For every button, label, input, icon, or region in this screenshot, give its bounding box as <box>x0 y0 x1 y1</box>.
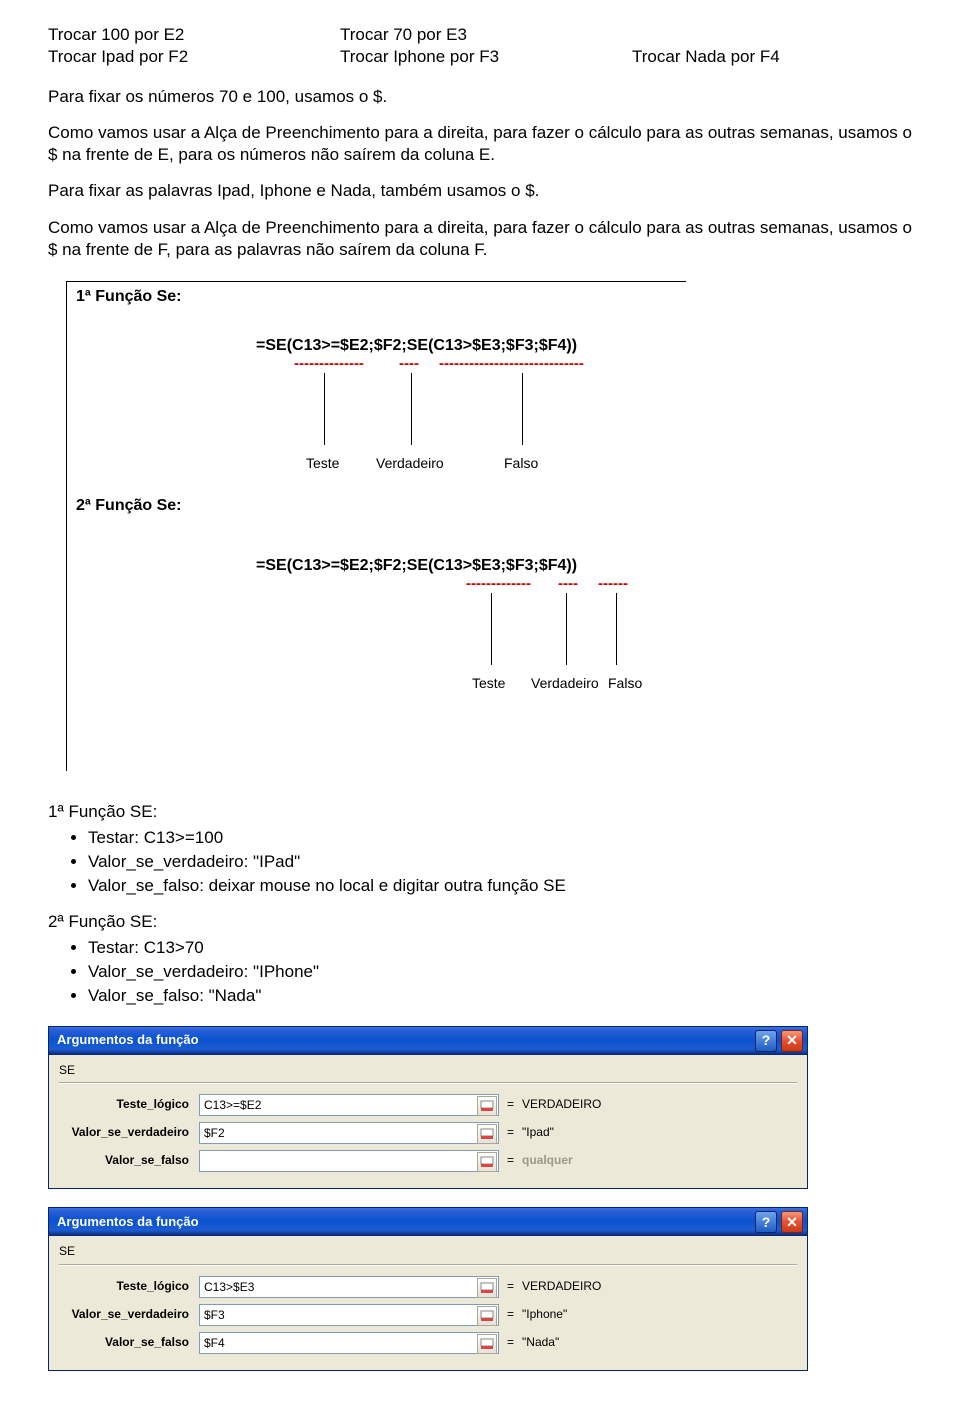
field-input-wrap <box>199 1122 499 1144</box>
se1-block: 1ª Função SE: Testar: C13>=100 Valor_se_… <box>48 801 912 897</box>
field-label: Teste_lógico <box>59 1097 199 1113</box>
field-result: VERDADEIRO <box>522 1097 601 1113</box>
intro-cell: Trocar Iphone por F3 <box>340 46 620 68</box>
dialog-title: Argumentos da função <box>57 1214 751 1231</box>
se2-block: 2ª Função SE: Testar: C13>70 Valor_se_ve… <box>48 911 912 1007</box>
field-result: qualquer <box>522 1153 573 1169</box>
paragraph: Como vamos usar a Alça de Preenchimento … <box>48 122 912 166</box>
paragraph: Para fixar as palavras Ipad, Iphone e Na… <box>48 180 912 202</box>
dialog-titlebar: Argumentos da função ? ✕ <box>49 1027 807 1055</box>
list-item: Valor_se_verdadeiro: "IPad" <box>88 851 912 873</box>
field-input[interactable] <box>200 1277 476 1297</box>
formula-diagram: 1ª Função Se: =SE(C13>=$E2;$F2;SE(C13>$E… <box>66 281 912 771</box>
diagram-label-teste: Teste <box>306 454 339 472</box>
field-row: Teste_lógico =VERDADEIRO <box>59 1094 797 1116</box>
function-arguments-dialog-1: Argumentos da função ? ✕ SE Teste_lógico… <box>48 1026 808 1190</box>
se1-heading: 1ª Função SE: <box>48 801 912 823</box>
equals-sign: = <box>499 1153 522 1169</box>
list-item: Testar: C13>=100 <box>88 827 912 849</box>
field-input-wrap <box>199 1332 499 1354</box>
field-result: "Ipad" <box>522 1125 554 1141</box>
field-input[interactable] <box>200 1095 476 1115</box>
equals-sign: = <box>499 1125 522 1141</box>
field-input-wrap <box>199 1276 499 1298</box>
collapse-dialog-icon[interactable] <box>477 1306 497 1326</box>
field-row: Valor_se_falso ="Nada" <box>59 1332 797 1354</box>
collapse-dialog-icon[interactable] <box>477 1152 497 1172</box>
field-label: Valor_se_verdadeiro <box>59 1125 199 1141</box>
equals-sign: = <box>499 1279 522 1295</box>
intro-cell: Trocar Ipad por F2 <box>48 46 328 68</box>
list-item: Testar: C13>70 <box>88 937 912 959</box>
collapse-dialog-icon[interactable] <box>477 1278 497 1298</box>
field-input-wrap <box>199 1150 499 1172</box>
dialog-rows: Teste_lógico=VERDADEIROValor_se_verdadei… <box>59 1094 797 1172</box>
field-input-wrap <box>199 1304 499 1326</box>
collapse-dialog-icon[interactable] <box>477 1334 497 1354</box>
field-result: VERDADEIRO <box>522 1279 601 1295</box>
collapse-dialog-icon[interactable] <box>477 1096 497 1116</box>
diagram-heading-1: 1ª Função Se: <box>76 287 182 308</box>
intro-grid: Trocar 100 por E2 Trocar 70 por E3 Troca… <box>48 24 912 68</box>
list-item: Valor_se_falso: deixar mouse no local e … <box>88 875 912 897</box>
field-label: Valor_se_falso <box>59 1153 199 1169</box>
dialog-rows: Teste_lógico=VERDADEIROValor_se_verdadei… <box>59 1276 797 1354</box>
field-input-wrap <box>199 1094 499 1116</box>
list-item: Valor_se_verdadeiro: "IPhone" <box>88 961 912 983</box>
collapse-dialog-icon[interactable] <box>477 1124 497 1144</box>
diagram-label-falso: Falso <box>608 674 642 692</box>
se1-list: Testar: C13>=100 Valor_se_verdadeiro: "I… <box>88 827 912 897</box>
dash: ---- <box>399 354 419 374</box>
dialog-titlebar: Argumentos da função ? ✕ <box>49 1208 807 1236</box>
diagram-label-falso: Falso <box>504 454 538 472</box>
field-input[interactable] <box>200 1305 476 1325</box>
diagram-label-teste: Teste <box>472 674 505 692</box>
paragraph: Para fixar os números 70 e 100, usamos o… <box>48 86 912 108</box>
field-label: Valor_se_falso <box>59 1335 199 1351</box>
se2-list: Testar: C13>70 Valor_se_verdadeiro: "IPh… <box>88 937 912 1007</box>
list-item: Valor_se_falso: "Nada" <box>88 985 912 1007</box>
equals-sign: = <box>499 1307 522 1323</box>
paragraph: Como vamos usar a Alça de Preenchimento … <box>48 217 912 261</box>
dash: -------------- <box>294 354 364 374</box>
function-arguments-dialog-2: Argumentos da função ? ✕ SE Teste_lógico… <box>48 1207 808 1371</box>
intro-cell: Trocar 70 por E3 <box>340 24 620 46</box>
help-button[interactable]: ? <box>755 1030 777 1052</box>
field-input[interactable] <box>200 1123 476 1143</box>
close-button[interactable]: ✕ <box>781 1211 803 1233</box>
equals-sign: = <box>499 1335 522 1351</box>
close-button[interactable]: ✕ <box>781 1030 803 1052</box>
diagram-label-verdadeiro: Verdadeiro <box>531 674 599 692</box>
equals-sign: = <box>499 1097 522 1113</box>
help-button[interactable]: ? <box>755 1211 777 1233</box>
field-row: Teste_lógico =VERDADEIRO <box>59 1276 797 1298</box>
field-label: Valor_se_verdadeiro <box>59 1307 199 1323</box>
dash: ----------------------------- <box>439 354 584 374</box>
dialog-title: Argumentos da função <box>57 1032 751 1049</box>
field-result: "Iphone" <box>522 1307 567 1323</box>
dash: ---- <box>558 574 578 594</box>
diagram-label-verdadeiro: Verdadeiro <box>376 454 444 472</box>
field-input[interactable] <box>200 1333 476 1353</box>
field-result: "Nada" <box>522 1335 559 1351</box>
function-name: SE <box>59 1063 797 1079</box>
field-row: Valor_se_falso =qualquer <box>59 1150 797 1172</box>
field-label: Teste_lógico <box>59 1279 199 1295</box>
diagram-heading-2: 2ª Função Se: <box>76 496 182 517</box>
field-input[interactable] <box>200 1151 476 1171</box>
intro-cell: Trocar 100 por E2 <box>48 24 328 46</box>
dash: ------------- <box>466 574 531 594</box>
dash: ------ <box>598 574 628 594</box>
se2-heading: 2ª Função SE: <box>48 911 912 933</box>
intro-cell: Trocar Nada por F4 <box>632 46 912 68</box>
function-name: SE <box>59 1244 797 1260</box>
field-row: Valor_se_verdadeiro ="Iphone" <box>59 1304 797 1326</box>
field-row: Valor_se_verdadeiro ="Ipad" <box>59 1122 797 1144</box>
